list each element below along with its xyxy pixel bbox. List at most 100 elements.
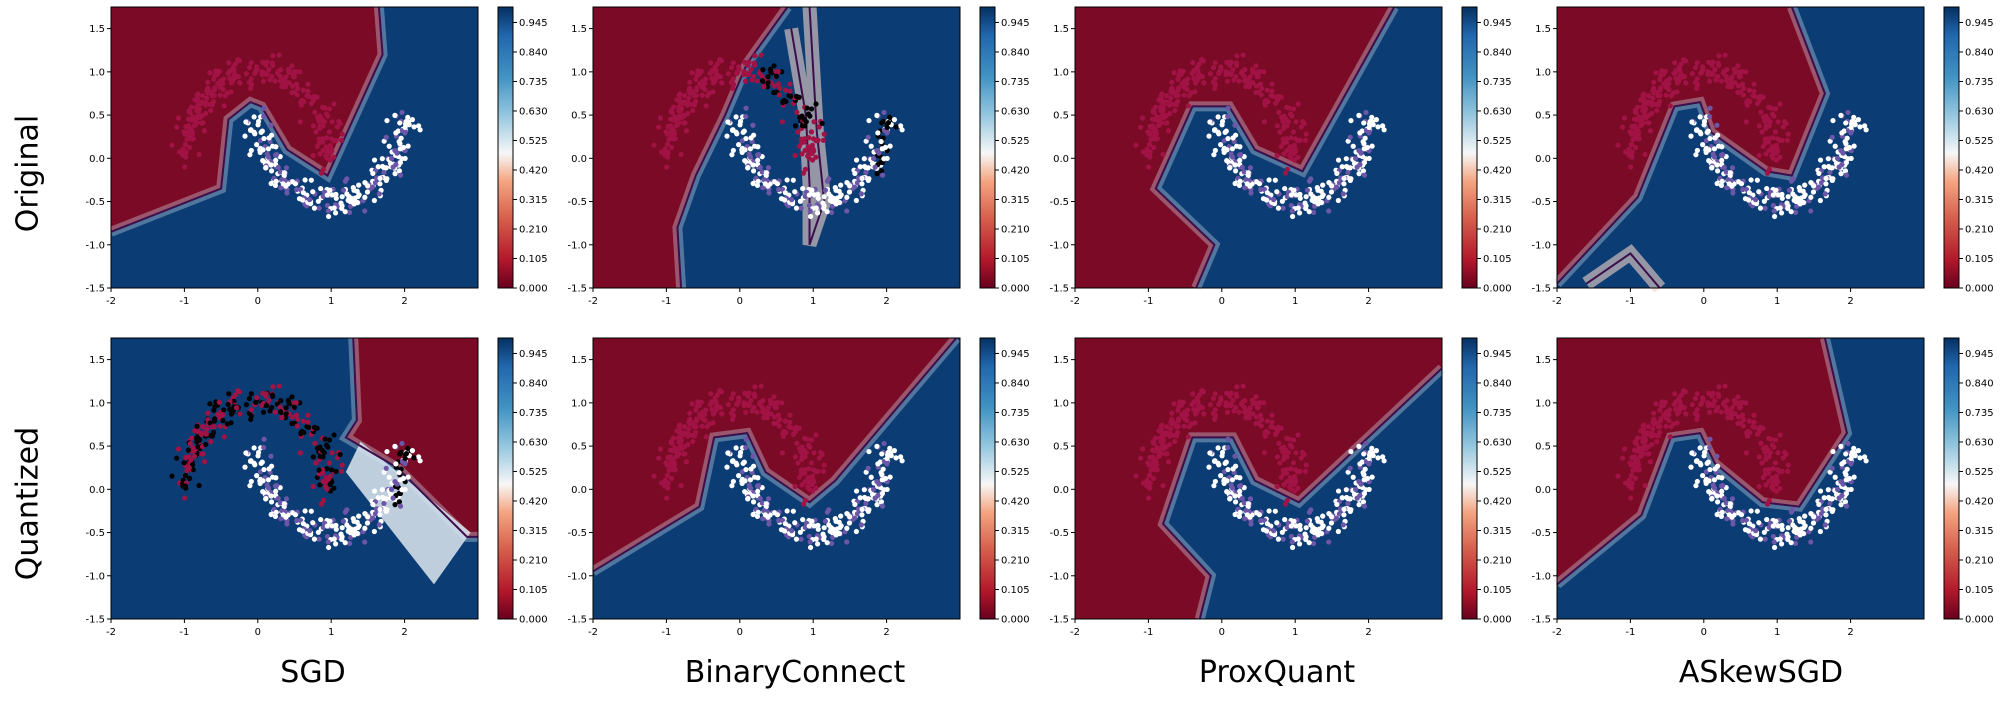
class0-point (1212, 407, 1218, 413)
class0-point (1758, 440, 1764, 446)
class1-point (1218, 473, 1224, 479)
class1-point (846, 189, 853, 195)
class1-point (383, 165, 389, 171)
colorbar-tick-label: 0.105 (1483, 254, 1512, 265)
decision-boundary-line (1161, 367, 1443, 620)
class1-point (344, 522, 350, 528)
class1-point (1723, 169, 1729, 175)
class1-point (859, 175, 865, 181)
class1-point (1794, 526, 1800, 532)
class0-point (1773, 150, 1779, 156)
class1-point (268, 511, 274, 518)
class1-point (371, 157, 378, 163)
class0-point (181, 129, 187, 135)
class1-point (371, 528, 377, 535)
class0-point (1667, 434, 1673, 440)
class1-point (257, 145, 263, 152)
class1-point (261, 436, 267, 442)
class1-point (853, 157, 860, 163)
class0-point (1692, 395, 1699, 402)
y-tick-label: 1.5 (571, 355, 587, 366)
class1-point (1264, 521, 1270, 527)
class1-point (784, 508, 790, 514)
class1-point (396, 168, 403, 174)
x-tick-label: 0 (737, 296, 743, 307)
x-tick-label: 1 (810, 296, 816, 307)
class0-point (298, 100, 304, 106)
class0-point (1269, 419, 1275, 425)
class1-point (327, 187, 333, 193)
colorbar-tick-label: 0.000 (1483, 615, 1512, 626)
class0-point (816, 455, 822, 461)
class1-point (1315, 201, 1321, 207)
class1-point (275, 164, 281, 171)
class1-point (1308, 522, 1314, 528)
class1-point (280, 512, 286, 518)
y-tick-label: -0.5 (1049, 197, 1069, 208)
class0-point (1189, 401, 1195, 408)
class0-point (1150, 475, 1157, 481)
class0-point (678, 482, 684, 489)
class1-point (242, 133, 248, 139)
class0-point (698, 68, 704, 74)
class1-point (1229, 485, 1236, 491)
class0-point (174, 455, 180, 461)
class0-point (326, 129, 333, 135)
class0-point (188, 104, 195, 110)
class0-point (813, 485, 819, 491)
class1-point (1835, 155, 1841, 161)
class0-point (745, 402, 752, 409)
class0-point (1672, 391, 1678, 397)
class0-point (1199, 57, 1205, 63)
class0-point (1291, 142, 1297, 148)
class1-point (1703, 145, 1709, 152)
class1-point (393, 461, 399, 467)
class1-point (1862, 454, 1868, 460)
class0-point (1146, 141, 1153, 148)
class1-point (1335, 197, 1341, 204)
class1-point (1838, 443, 1844, 449)
class0-point (1168, 95, 1174, 101)
class1-point (790, 508, 796, 514)
class0-point (221, 434, 227, 440)
class0-point (697, 411, 703, 418)
class0-point (1147, 485, 1153, 491)
class0-point (1766, 478, 1772, 485)
class1-point (1256, 181, 1263, 187)
class1-point (762, 512, 768, 518)
class1-point (1356, 147, 1362, 154)
class0-point (1249, 397, 1255, 403)
class0-point (1642, 482, 1648, 489)
class1-point (1762, 205, 1768, 211)
class1-point (278, 516, 284, 522)
class0-point (196, 151, 202, 158)
class0-point (1195, 398, 1201, 404)
class0-point (671, 131, 678, 137)
class0-point (1735, 83, 1742, 89)
class1-point (887, 114, 893, 120)
class1-point (802, 524, 808, 531)
class1-point (255, 122, 261, 128)
class1-point (745, 164, 751, 171)
class1-point (1221, 145, 1227, 152)
class0-point (1674, 411, 1681, 417)
class0-point (820, 137, 827, 143)
y-tick-label: 1.0 (1053, 398, 1069, 409)
colorbar-tick-label: 0.630 (519, 106, 548, 117)
class1-point (396, 138, 402, 145)
class1-point (859, 506, 865, 512)
class1-point (1369, 474, 1375, 480)
class0-point (1671, 401, 1677, 408)
class1-point (1821, 495, 1827, 501)
class0-point (1670, 90, 1676, 96)
class0-point (279, 84, 285, 90)
colorbar-tick-label: 0.315 (519, 195, 548, 206)
class0-point (1744, 100, 1750, 106)
colorbar-tick-label: 0.420 (1483, 496, 1512, 507)
class0-point (181, 460, 187, 466)
class0-point (269, 404, 275, 411)
class1-point (1745, 197, 1752, 203)
class1-point (815, 195, 821, 201)
class1-point (325, 213, 332, 220)
class0-point (1784, 468, 1791, 474)
